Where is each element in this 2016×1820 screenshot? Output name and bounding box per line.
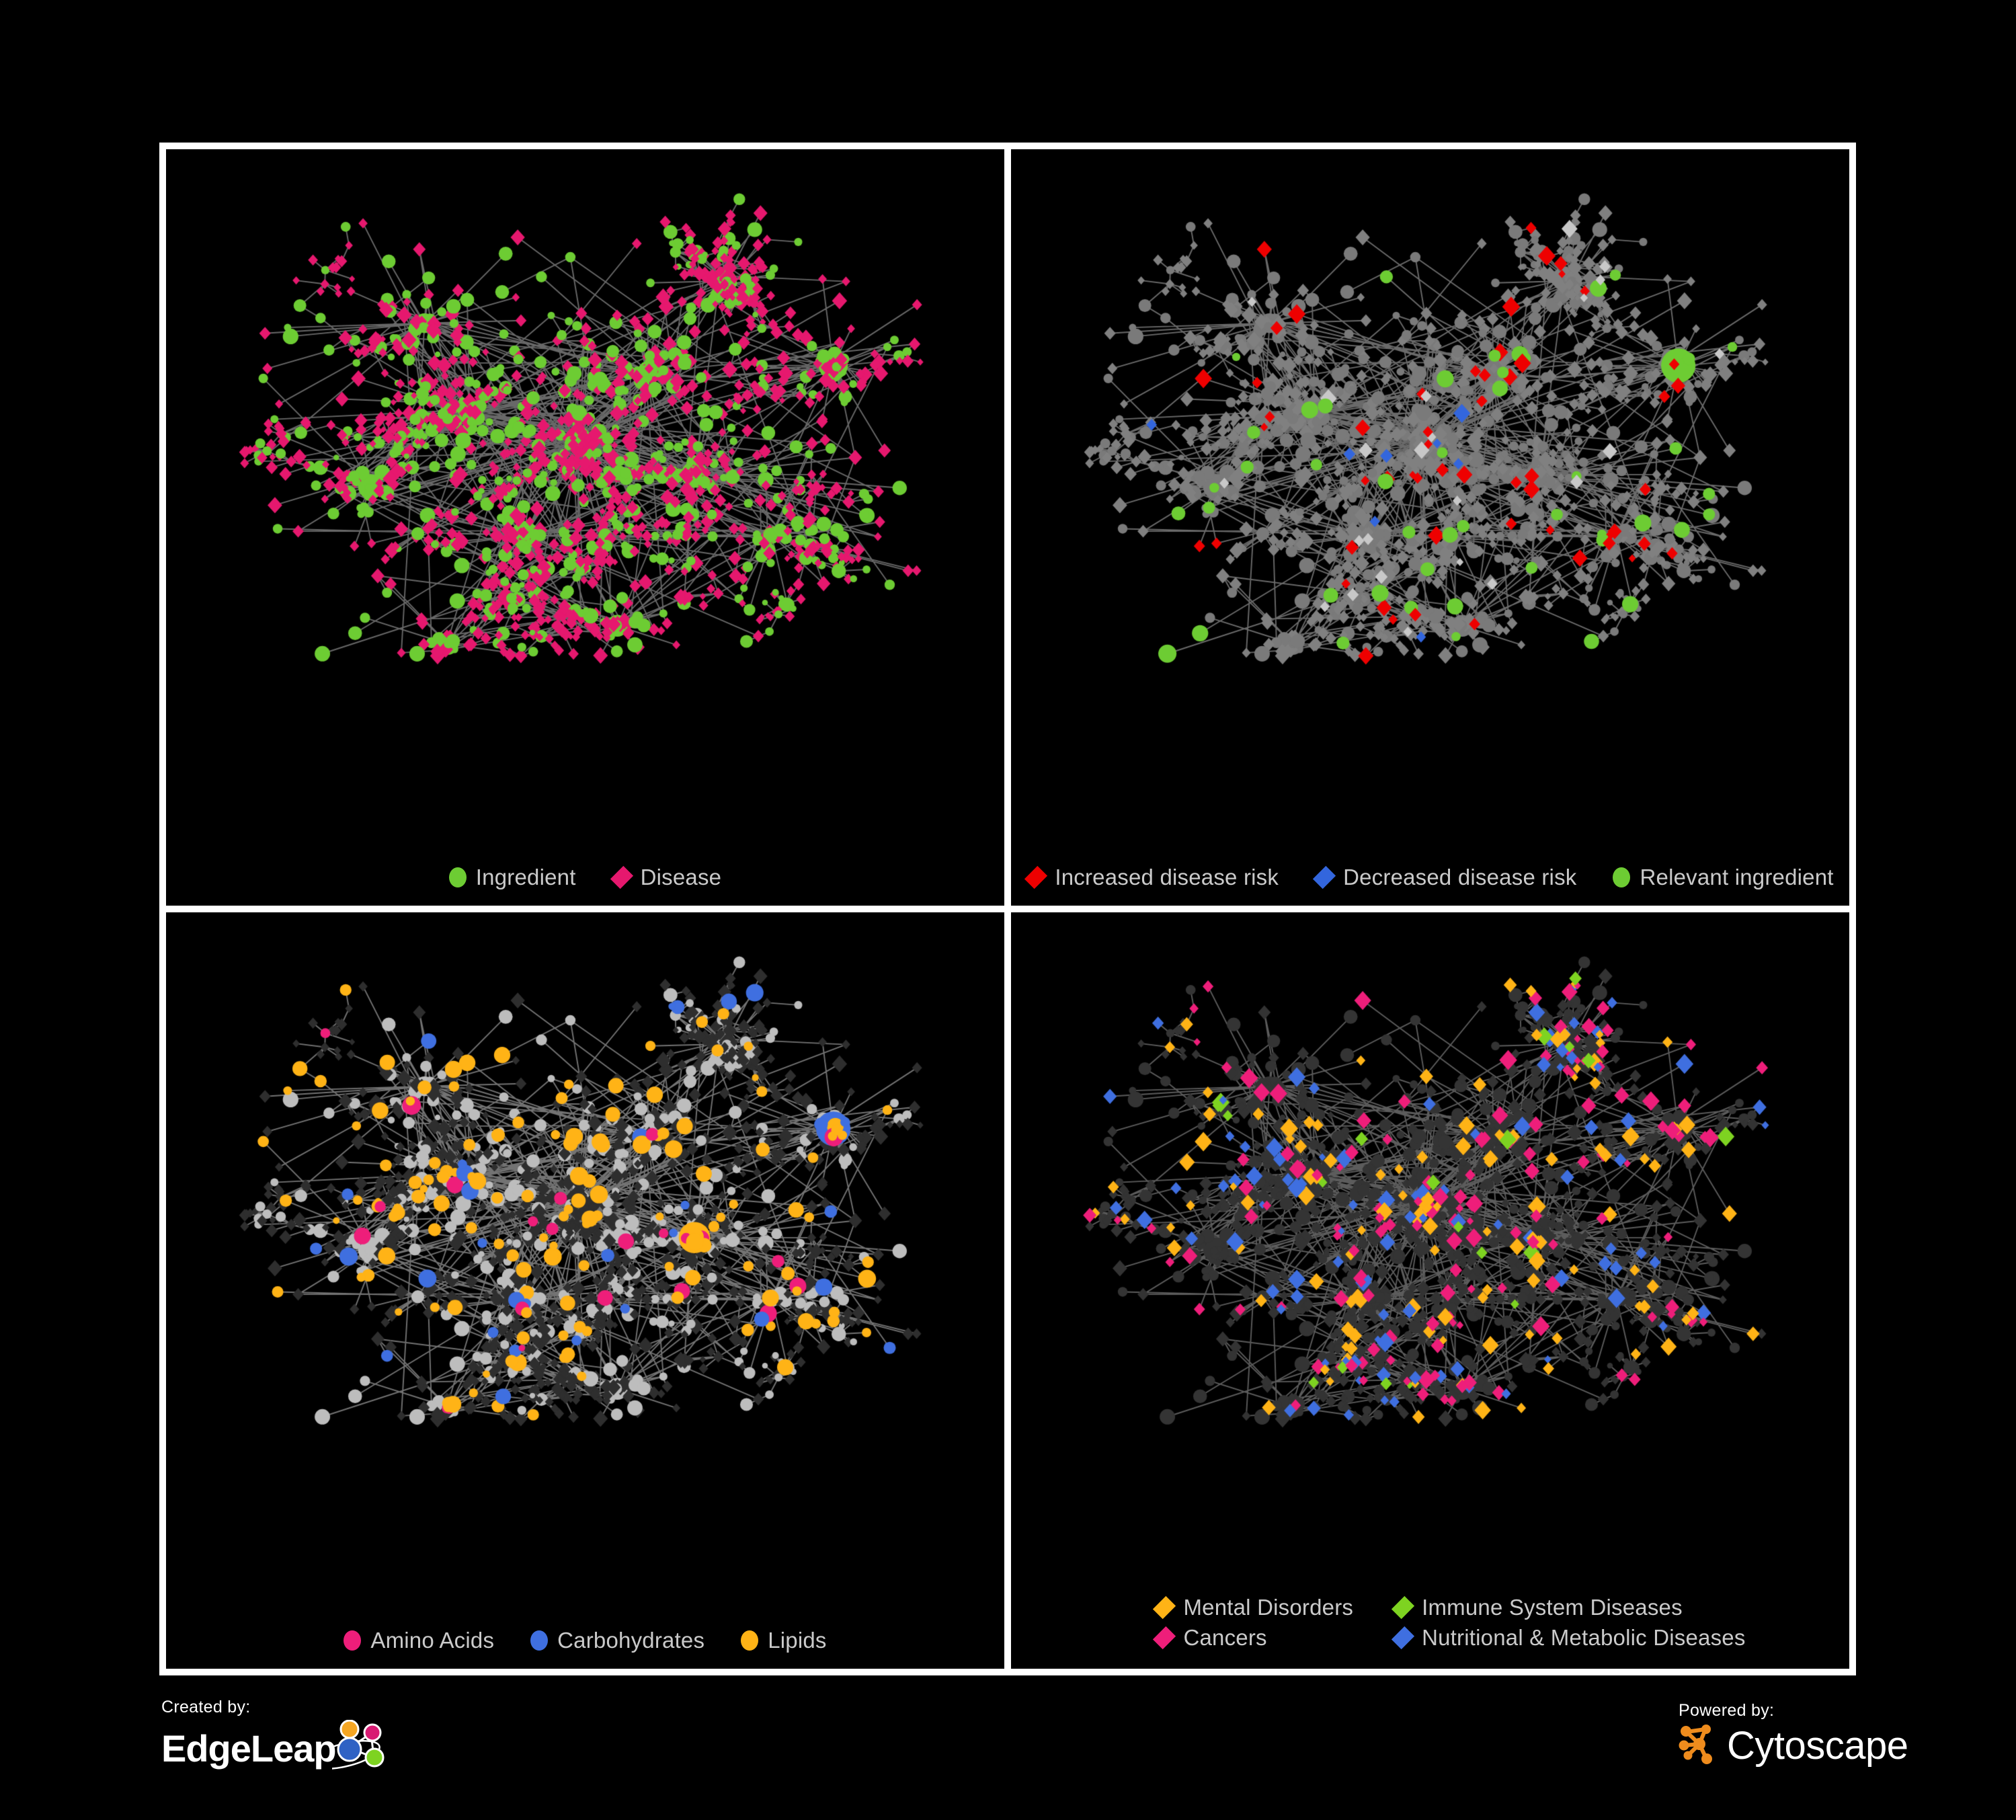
network-panel-ingredient-classes[interactable]: Amino Acids Carbohydrates Lipids bbox=[166, 912, 1004, 1669]
network-canvas-ingredient-disease[interactable] bbox=[166, 149, 1004, 906]
network-nodes-icon bbox=[310, 1719, 394, 1777]
cytoscape-icon bbox=[1679, 1723, 1720, 1768]
network-panel-disease-risk[interactable]: Increased disease risk Decreased disease … bbox=[1011, 149, 1849, 906]
network-canvas-disease-risk[interactable] bbox=[1011, 149, 1849, 906]
created-by-label: Created by: bbox=[161, 1698, 251, 1716]
powered-by-label: Powered by: bbox=[1679, 1701, 1775, 1720]
cytoscape-icon-svg bbox=[1679, 1725, 1712, 1764]
network-nodes-icon-svg bbox=[310, 1719, 385, 1770]
network-canvas-ingredient-classes[interactable] bbox=[166, 912, 1004, 1669]
powered-by-cytoscape-brand: Powered by: bbox=[1679, 1701, 1908, 1768]
network-panel-disease-classes[interactable]: Mental Disorders Immune System Diseases Ca… bbox=[1011, 912, 1849, 1669]
cytoscape-wordmark: Cytoscape bbox=[1727, 1723, 1908, 1768]
panel-grid: Ingredient Disease Increased disease risk… bbox=[159, 143, 1856, 1675]
created-by-edgeleap-brand: Created by: EdgeLeap bbox=[161, 1698, 394, 1777]
edgeleap-logo-row: EdgeLeap bbox=[161, 1719, 394, 1777]
network-canvas-disease-classes[interactable] bbox=[1011, 912, 1849, 1669]
network-panel-ingredient-disease[interactable]: Ingredient Disease bbox=[166, 149, 1004, 906]
cytoscape-logo-row: Cytoscape bbox=[1679, 1723, 1908, 1768]
edgeleap-wordmark: EdgeLeap bbox=[161, 1727, 337, 1770]
